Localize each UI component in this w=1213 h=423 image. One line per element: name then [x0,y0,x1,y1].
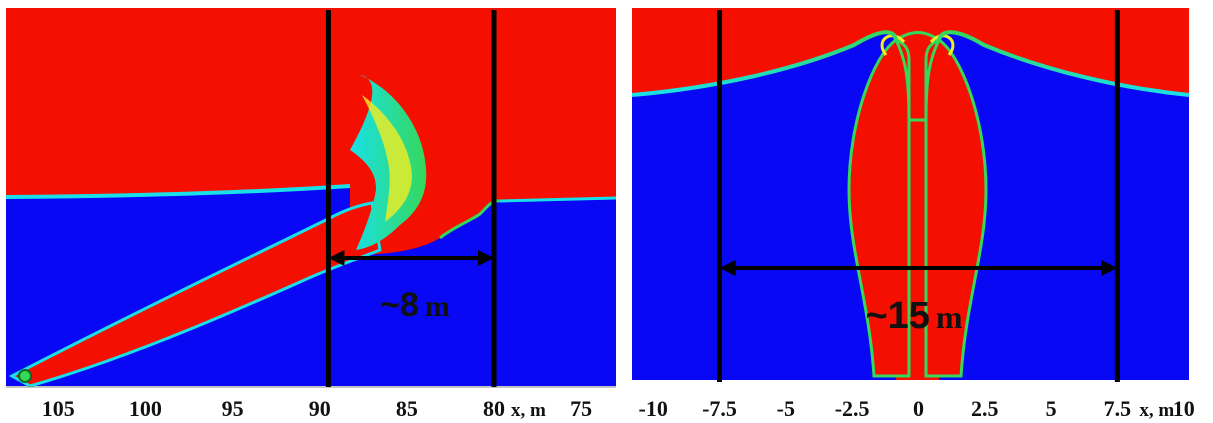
gas-plume [847,31,988,378]
x-axis-label: x, m [1139,400,1174,421]
width-unit: m [936,299,963,335]
x-tick-label: -10 [639,396,668,421]
x-axis-ticks: -10 -7.5 -5 -2.5 0 2.5 5 7.5 x, m10 [639,396,1195,421]
liquid-region [632,32,1189,380]
vertical-markers [325,10,497,387]
x-tick-label: -5 [777,396,795,421]
x-tick-label: 0 [913,396,924,421]
x-tick-label: 80 [483,396,505,421]
left-panel: 105 100 95 90 85 80 x, m 75 ~8 m [5,8,617,421]
x-tick-label: -7.5 [702,396,737,421]
x-tick-label: -2.5 [835,396,870,421]
x-axis-label: x, m [511,400,546,421]
source-marker [18,369,32,383]
width-value: ~8 [380,286,419,324]
width-arrow-head-left [328,250,345,266]
x-tick-label: 75 [570,396,592,421]
interface-line-left [5,184,351,199]
width-annotation: ~8 m [328,250,494,324]
x-tick-label: 90 [309,396,331,421]
x-tick-label: 100 [129,396,162,421]
x-tick-label: 105 [42,396,75,421]
width-arrow-head-left [719,260,736,276]
x-tick-label: 2.5 [971,396,999,421]
vertical-markers [717,10,1120,382]
plume-curl-left [880,34,906,56]
x-tick-label: 10 [1173,396,1195,421]
jet-core [362,95,412,222]
x-tick-label: 95 [222,396,244,421]
width-label: ~8 m [380,286,450,324]
right-panel: -10 -7.5 -5 -2.5 0 2.5 5 7.5 x, m 10 ~15 m [624,0,1213,423]
x-tick-label: 7.5 [1104,396,1132,421]
interface-line-right [499,196,617,203]
plume-curl-right [929,34,955,56]
width-arrow-head-right [478,250,494,266]
width-label: ~15 m [865,295,962,337]
width-annotation: ~15 m [719,260,1118,337]
x-tick-label: 85 [396,396,418,421]
x-axis-ticks: 105 100 95 90 85 80 x, m 75 [42,396,592,421]
liquid-region-mid [350,200,500,386]
width-arrow-head-right [1101,260,1118,276]
width-value: ~15 [865,295,929,337]
width-unit: m [425,290,450,323]
left-chart: 105 100 95 90 85 80 x, m 75 ~8 m [5,8,617,421]
right-chart: -10 -7.5 -5 -2.5 0 2.5 5 7.5 x, m10 ~15 m [631,8,1195,421]
interface-line [631,30,1190,97]
gas-column [8,201,382,388]
x-tick-label: 5 [1046,396,1057,421]
